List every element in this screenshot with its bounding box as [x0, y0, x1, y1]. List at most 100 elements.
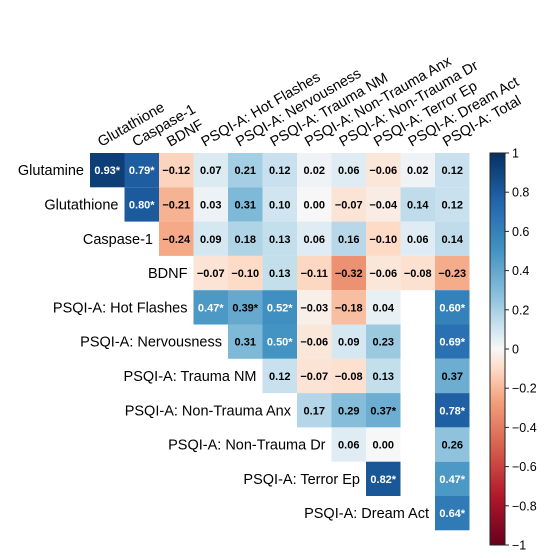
cell-value-label: 0.60* [439, 302, 465, 314]
cell-value-label: 0.00 [373, 440, 394, 452]
cell-value-label: 0.37* [370, 405, 396, 417]
cell-value-label: −0.07 [335, 199, 363, 211]
heatmap-cell [193, 255, 228, 291]
cell-value-label: 0.29 [338, 405, 359, 417]
heatmap-cell [297, 290, 332, 325]
cell-value-label: 0.06 [338, 165, 359, 177]
color-scale-legend: 1 0.8 0.6 0.4 0.2 0 −0.2 −0.4 −0.6 −0.8 −1 [489, 147, 537, 553]
cell-value-label: 0.52* [267, 302, 293, 314]
color-scale-bar [489, 152, 506, 546]
cell-value-label: 0.13 [373, 371, 394, 383]
heatmap-cell [228, 255, 263, 291]
heatmap-cell [297, 153, 332, 188]
cell-value-label: 0.21 [235, 165, 256, 177]
heatmap-cell [366, 221, 401, 256]
row-label-psqi-a-hot-flashes: PSQI-A: Hot Flashes [53, 300, 188, 316]
color-scale-tick-label: 0.4 [512, 264, 529, 278]
heatmap-cell [331, 153, 366, 188]
heatmap-cell [435, 461, 470, 496]
heatmap-cell [193, 221, 228, 256]
cell-value-label: 0.09 [338, 337, 359, 349]
cell-value-label: −0.32 [335, 268, 363, 280]
heatmap-cell [262, 153, 297, 188]
heatmap-cell [262, 255, 297, 291]
cell-value-label: 0.03 [200, 199, 221, 211]
cell-value-label: −0.03 [300, 302, 328, 314]
heatmap-cell [228, 221, 263, 256]
heatmap-cell [297, 187, 332, 222]
row-label-psqi-a-non-trauma-anx: PSQI-A: Non-Trauma Anx [125, 403, 292, 419]
heatmap-cell [331, 427, 366, 462]
cell-value-label: −0.06 [369, 268, 397, 280]
cell-value-label: 0.31 [235, 199, 256, 211]
heatmap-cell [228, 324, 263, 359]
cell-value-label: −0.24 [162, 234, 191, 246]
heatmap-cell [228, 187, 263, 222]
heatmap-cell [366, 290, 401, 325]
color-scale-tick-label: 1 [512, 147, 519, 161]
heatmap-cell [366, 427, 401, 462]
cell-value-label: −0.07 [197, 268, 225, 280]
cell-value-label: −0.21 [162, 199, 190, 211]
color-scale-tick-label: −0.2 [512, 382, 537, 396]
cell-value-label: 0.02 [304, 165, 325, 177]
color-scale-tick-label: 0.8 [512, 186, 529, 200]
color-scale-tick-label: 0 [512, 343, 519, 357]
heatmap-cell [366, 358, 401, 394]
cell-value-label: 0.78* [439, 405, 465, 417]
heatmap-cell [435, 427, 470, 462]
heatmap-cell [400, 255, 435, 291]
heatmap-cell [366, 255, 401, 291]
heatmap-cell [193, 187, 228, 222]
cell-value-label: 0.13 [269, 268, 290, 280]
heatmap-cell [331, 324, 366, 359]
cell-value-label: 0.47* [198, 302, 224, 314]
cell-value-label: 0.16 [338, 234, 359, 246]
cell-value-label: 0.10 [269, 199, 290, 211]
cell-value-label: 0.04 [373, 302, 395, 314]
cell-value-label: 0.26 [442, 440, 463, 452]
cell-value-label: 0.12 [442, 165, 463, 177]
cell-value-label: 0.82* [370, 474, 396, 486]
heatmap-cell [366, 461, 401, 496]
heatmap-cell [193, 290, 228, 325]
cell-value-label: 0.12 [269, 371, 290, 383]
cell-value-label: −0.04 [369, 199, 398, 211]
heatmap-cell [262, 358, 297, 394]
heatmap-cell [262, 221, 297, 256]
heatmap-cell [331, 255, 366, 291]
heatmap-cell [435, 324, 470, 359]
row-label-psqi-a-non-trauma-dr: PSQI-A: Non-Trauma Dr [168, 438, 326, 454]
cell-value-label: 0.14 [442, 234, 464, 246]
row-label-psqi-a-trauma-nm: PSQI-A: Trauma NM [124, 369, 257, 385]
heatmap-cell [366, 393, 401, 428]
heatmap-cell [297, 358, 332, 394]
cell-value-label: 0.07 [200, 165, 221, 177]
cell-value-label: 0.12 [269, 165, 290, 177]
heatmap-cell [228, 290, 263, 325]
heatmap-cell [262, 187, 297, 222]
heatmap-cell [228, 153, 263, 188]
heatmap-cell [297, 255, 332, 291]
cell-value-label: 0.23 [373, 337, 394, 349]
cell-value-label: 0.02 [407, 165, 428, 177]
heatmap-cell [331, 290, 366, 325]
cell-value-label: 0.18 [235, 234, 256, 246]
cell-value-label: 0.17 [304, 405, 325, 417]
heatmap-cell [400, 153, 435, 188]
cell-value-label: −0.10 [369, 234, 397, 246]
heatmap-cell [435, 290, 470, 325]
color-scale-tick-label: −0.8 [512, 499, 537, 513]
color-scale-tick-label: 0.2 [512, 303, 529, 317]
heatmap-cell [435, 255, 470, 291]
heatmap-cell [124, 187, 159, 222]
cell-value-label: −0.06 [369, 165, 397, 177]
heatmap-cell [435, 221, 470, 256]
cell-value-label: 0.39* [232, 302, 258, 314]
cell-value-label: 0.00 [304, 199, 325, 211]
cell-value-label: 0.31 [235, 337, 256, 349]
color-scale-tick-label: −1 [512, 539, 526, 553]
cell-value-label: −0.08 [404, 268, 432, 280]
heatmap-cell [366, 187, 401, 222]
